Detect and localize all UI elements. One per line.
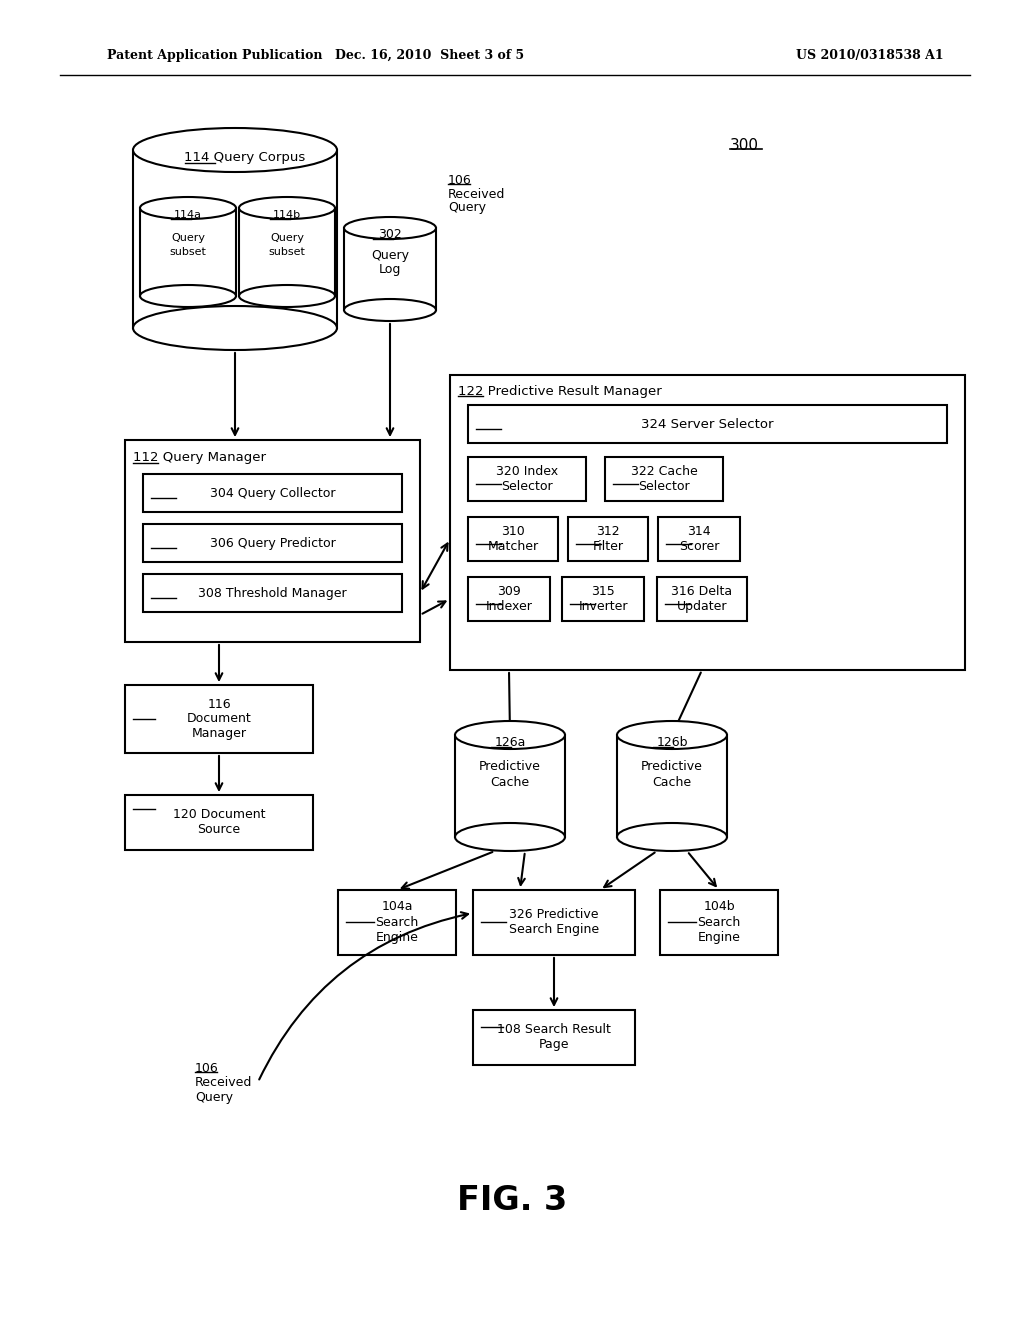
Text: Patent Application Publication: Patent Application Publication	[106, 49, 323, 62]
Bar	[468, 457, 586, 502]
Text: Cache: Cache	[490, 776, 529, 789]
Text: 315
Inverter: 315 Inverter	[579, 585, 628, 612]
Bar	[617, 735, 727, 837]
Text: 300: 300	[730, 137, 759, 153]
Ellipse shape	[140, 197, 236, 219]
Bar	[473, 1010, 635, 1065]
Text: 324 Server Selector: 324 Server Selector	[641, 417, 774, 430]
Bar	[140, 209, 236, 296]
Bar	[568, 517, 648, 561]
Bar	[605, 457, 723, 502]
Text: 120 Document
Source: 120 Document Source	[173, 808, 265, 836]
Ellipse shape	[455, 721, 565, 748]
Text: Predictive: Predictive	[479, 760, 541, 774]
Text: subset: subset	[268, 247, 305, 257]
Text: Query: Query	[371, 248, 409, 261]
Text: 104b
Search
Engine: 104b Search Engine	[697, 900, 740, 944]
Ellipse shape	[239, 197, 335, 219]
Ellipse shape	[140, 285, 236, 308]
Bar	[468, 517, 558, 561]
Text: 312
Filter: 312 Filter	[593, 525, 624, 553]
Text: Query: Query	[449, 202, 486, 214]
Ellipse shape	[239, 285, 335, 308]
Text: Log: Log	[379, 263, 401, 276]
Bar	[450, 375, 965, 671]
Text: Predictive: Predictive	[641, 760, 702, 774]
Text: 326 Predictive
Search Engine: 326 Predictive Search Engine	[509, 908, 599, 936]
Text: 112 Query Manager: 112 Query Manager	[133, 451, 266, 465]
Bar	[658, 517, 740, 561]
Bar	[125, 685, 313, 752]
Text: 306 Query Predictor: 306 Query Predictor	[210, 536, 336, 549]
Bar	[468, 405, 947, 444]
Ellipse shape	[133, 306, 337, 350]
Text: Dec. 16, 2010  Sheet 3 of 5: Dec. 16, 2010 Sheet 3 of 5	[336, 49, 524, 62]
Bar	[473, 890, 635, 954]
Ellipse shape	[133, 128, 337, 172]
Text: 122 Predictive Result Manager: 122 Predictive Result Manager	[458, 384, 662, 397]
Bar	[143, 524, 402, 562]
Bar	[660, 890, 778, 954]
Text: 108 Search Result
Page: 108 Search Result Page	[497, 1023, 611, 1051]
Bar	[143, 474, 402, 512]
Ellipse shape	[617, 822, 727, 851]
Text: 322 Cache
Selector: 322 Cache Selector	[631, 465, 697, 492]
Bar	[657, 577, 746, 620]
Text: Received: Received	[449, 189, 506, 202]
Text: 114a: 114a	[174, 210, 202, 220]
Text: FIG. 3: FIG. 3	[457, 1184, 567, 1217]
Text: 104a
Search
Engine: 104a Search Engine	[376, 900, 419, 944]
Text: 106: 106	[449, 173, 472, 186]
Text: 302: 302	[378, 228, 401, 242]
Bar	[562, 577, 644, 620]
Bar	[344, 228, 436, 310]
Text: 310
Matcher: 310 Matcher	[487, 525, 539, 553]
Text: Query: Query	[171, 234, 205, 243]
Bar	[239, 209, 335, 296]
Bar	[125, 440, 420, 642]
Ellipse shape	[344, 300, 436, 321]
Text: Query: Query	[270, 234, 304, 243]
Text: Cache: Cache	[652, 776, 691, 789]
Text: 320 Index
Selector: 320 Index Selector	[496, 465, 558, 492]
Text: 316 Delta
Updater: 316 Delta Updater	[672, 585, 732, 612]
Bar	[468, 577, 550, 620]
Bar	[455, 735, 565, 837]
Text: 106: 106	[195, 1061, 219, 1074]
Bar	[125, 795, 313, 850]
Text: 308 Threshold Manager: 308 Threshold Manager	[199, 586, 347, 599]
Text: 114 Query Corpus: 114 Query Corpus	[184, 152, 305, 165]
Bar	[133, 150, 337, 327]
Text: 309
Indexer: 309 Indexer	[485, 585, 532, 612]
Text: 126b: 126b	[656, 735, 688, 748]
Ellipse shape	[617, 721, 727, 748]
FancyArrowPatch shape	[259, 912, 468, 1080]
Ellipse shape	[455, 822, 565, 851]
Text: 304 Query Collector: 304 Query Collector	[210, 487, 335, 499]
Ellipse shape	[344, 216, 436, 239]
Text: 314
Scorer: 314 Scorer	[679, 525, 719, 553]
Text: Query: Query	[195, 1090, 233, 1104]
Text: Received: Received	[195, 1077, 252, 1089]
Text: 116
Document
Manager: 116 Document Manager	[186, 697, 251, 741]
Text: 126a: 126a	[495, 735, 525, 748]
Text: 114b: 114b	[273, 210, 301, 220]
Text: subset: subset	[170, 247, 207, 257]
Text: US 2010/0318538 A1: US 2010/0318538 A1	[797, 49, 944, 62]
Bar	[143, 574, 402, 612]
Bar	[338, 890, 456, 954]
